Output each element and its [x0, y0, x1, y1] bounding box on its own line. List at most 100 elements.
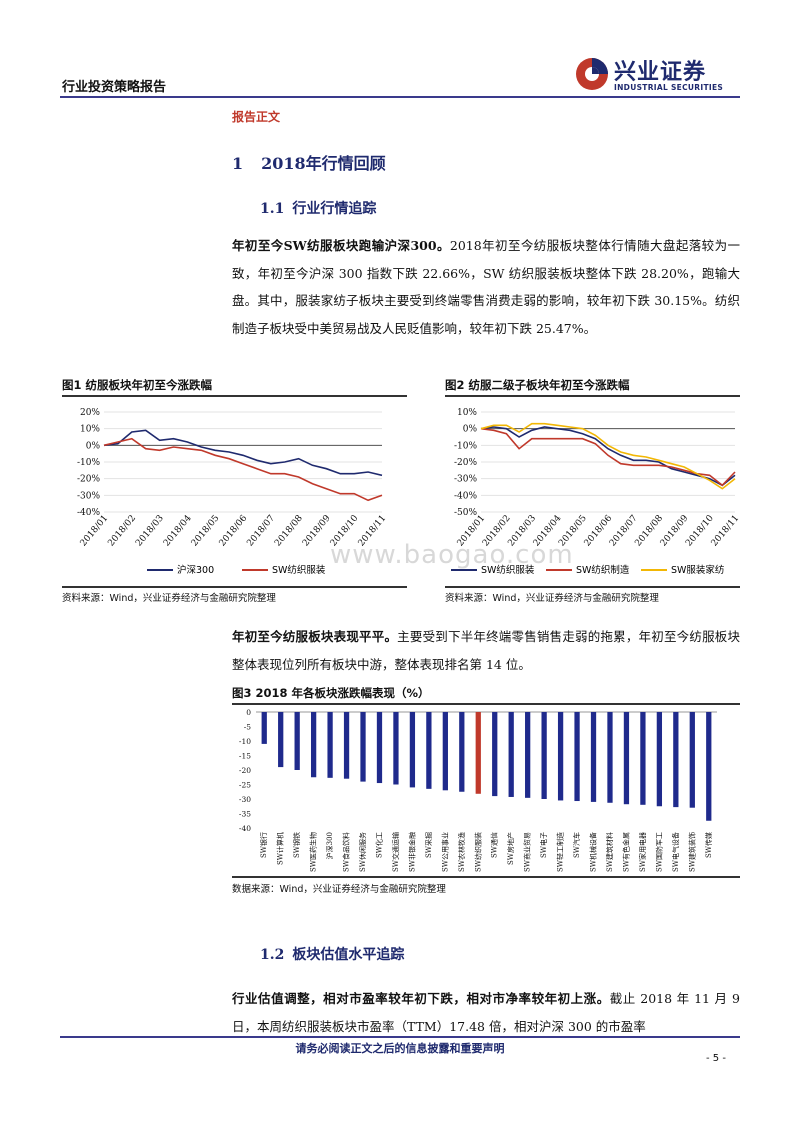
x-tick-label: SW国防军工 — [654, 832, 663, 872]
bar — [310, 712, 317, 778]
bar — [590, 712, 597, 802]
y-tick-label: 0% — [86, 441, 101, 451]
figure-2-source: 资料来源：Wind，兴业证券经济与金融研究院整理 — [445, 593, 659, 604]
figure-3-bottom-rule — [232, 876, 740, 878]
x-tick-label: SW采掘 — [424, 832, 433, 858]
footer-disclaimer: 请务必阅读正文之后的信息披露和重要声明 — [295, 1042, 505, 1055]
y-tick-label: -30% — [454, 475, 477, 485]
figure-1-bottom-rule — [62, 586, 407, 588]
section-label: 报告正文 — [232, 110, 281, 124]
bar — [278, 712, 284, 768]
x-tick-label: SW医药生物 — [309, 832, 318, 872]
y-tick-label: -30% — [77, 491, 100, 501]
figure-2-top-rule — [445, 395, 740, 397]
x-tick-label: SW农林牧渔 — [457, 832, 466, 872]
bar — [623, 712, 630, 805]
bar — [525, 712, 531, 798]
x-tick-label: SW非银金融 — [407, 832, 416, 872]
heading-1-2-number: 1.2 — [260, 947, 285, 963]
x-tick-label: 2018/09 — [301, 513, 333, 548]
x-tick-label: SW电子 — [539, 832, 548, 858]
bar — [640, 712, 646, 805]
x-tick-label: SW交通运输 — [391, 832, 400, 872]
x-tick-label: 2018/07 — [245, 513, 277, 548]
x-tick-label: SW计算机 — [276, 832, 285, 865]
legend-label: 沪深300 — [177, 564, 214, 576]
bar — [541, 712, 547, 799]
figure-2-bottom-rule — [445, 586, 740, 588]
figure-1-source: 资料来源：Wind，兴业证券经济与金融研究院整理 — [62, 593, 276, 604]
bar — [261, 712, 267, 744]
header-divider — [60, 96, 740, 98]
series-line — [480, 426, 736, 487]
series-line — [103, 429, 383, 477]
x-tick-label: SW电气设备 — [671, 832, 680, 872]
y-tick-label: -40% — [77, 508, 100, 518]
heading-1-1-number: 1.1 — [260, 201, 285, 217]
paragraph-1-body: 2018年初至今纺服板块整体行情随大盘起落较为一致，年初至今沪深 300 指数下… — [232, 238, 740, 336]
logo-chinese-name: 兴业证券 — [614, 60, 707, 85]
x-tick-label: 2018/06 — [218, 513, 250, 548]
figure-3-source: 数据来源：Wind，兴业证券经济与金融研究院整理 — [232, 884, 446, 895]
x-tick-label: 沪深300 — [325, 832, 334, 859]
x-tick-label: SW家用电器 — [638, 832, 647, 872]
bar — [557, 712, 564, 801]
legend-label: SW纺织服装 — [272, 564, 326, 576]
figure-1-line-chart: 20%10%0%-10%-20%-30%-40%2018/012018/0220… — [77, 408, 388, 576]
x-tick-label: 2018/08 — [273, 513, 305, 548]
x-tick-label: SW食品饮料 — [342, 832, 351, 872]
x-tick-label: SW房地产 — [506, 832, 515, 865]
x-tick-label: 2018/01 — [79, 514, 111, 549]
paragraph-2-lead: 年初至今纺服板块表现平平。 — [232, 629, 398, 644]
y-tick-label: -10% — [77, 458, 100, 468]
bar — [706, 712, 712, 821]
legend-label: SW纺织服装 — [481, 564, 535, 576]
paragraph-3: 行业估值调整，相对市盈率较年初下跌，相对市净率较年初上涨。截止 2018 年 1… — [232, 985, 740, 1040]
figure-2-title: 图2 纺服二级子板块年初至今涨跌幅 — [445, 378, 630, 392]
x-tick-label: SW建筑材料 — [605, 832, 614, 872]
bar — [393, 712, 399, 785]
x-tick-label: SW纺织服装 — [473, 832, 482, 872]
watermark: www.baogao.com — [330, 540, 574, 570]
x-tick-label: SW机械设备 — [589, 832, 598, 872]
logo-emblem-icon — [576, 58, 608, 90]
y-tick-label: -10 — [239, 737, 251, 746]
bar — [656, 712, 663, 807]
bar — [492, 712, 498, 797]
x-tick-label: SW轻工制造 — [556, 832, 565, 872]
y-tick-label: -10% — [454, 441, 477, 451]
paragraph-2-body: 主要受到下半年终端零售销售走弱的拖累，年初至今纺服板块整体表现位列所有板块中游，… — [232, 629, 740, 672]
x-tick-label: SW钢铁 — [292, 832, 301, 858]
heading-1-1: 1.1 行业行情追踪 — [260, 198, 376, 218]
bar — [426, 712, 432, 789]
x-tick-label: SW化工 — [374, 832, 383, 858]
heading-1-1-text: 行业行情追踪 — [292, 201, 377, 217]
x-tick-label: SW休闲服务 — [358, 832, 367, 872]
x-tick-label: SW商业贸易 — [523, 832, 532, 872]
heading-1-number: 1 — [232, 154, 244, 173]
report-type-title: 行业投资策略报告 — [62, 80, 167, 95]
y-tick-label: -30 — [239, 795, 251, 804]
figure-3-title: 图3 2018 年各板块涨跌幅表现（%） — [232, 686, 430, 700]
figure-1-title: 图1 纺服板块年初至今涨跌幅 — [62, 378, 213, 392]
bar — [508, 712, 514, 797]
y-tick-label: 0% — [463, 425, 478, 435]
series-line — [480, 422, 736, 490]
y-tick-label: -15 — [239, 752, 251, 761]
bar — [327, 712, 333, 778]
y-tick-label: -35 — [239, 810, 251, 819]
y-tick-label: 10% — [80, 425, 100, 435]
y-tick-label: -20 — [239, 766, 251, 775]
series-line — [480, 427, 736, 487]
bar — [442, 712, 448, 791]
figure-3-bar-chart: 0 -5 -10 -15 -20 -25 -30 -35 -40 SW银行 SW计算机 SW钢铁 SW医… — [239, 708, 717, 872]
y-tick-label: 10% — [457, 408, 477, 418]
footer-divider — [60, 1036, 740, 1038]
figure-1-top-rule — [62, 395, 407, 397]
page-number: - 5 - — [706, 1053, 726, 1064]
x-tick-label: SW建筑装饰 — [687, 832, 696, 872]
x-tick-label: 2018/02 — [106, 514, 138, 549]
figure-3-top-rule — [232, 703, 740, 705]
bar — [409, 712, 416, 788]
x-tick-label: SW传媒 — [704, 832, 713, 858]
